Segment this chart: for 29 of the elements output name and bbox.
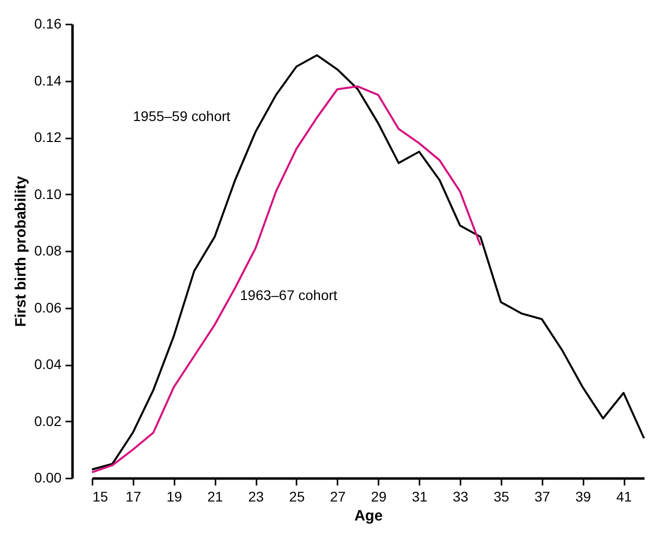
y-tick-label: 0.08 [34, 242, 62, 258]
x-tick-label: 17 [126, 488, 142, 504]
x-tick-label: 15 [92, 488, 108, 504]
series-label: 1955–59 cohort [133, 108, 230, 124]
x-tick-label: 21 [207, 488, 224, 504]
x-tick-label: 33 [452, 488, 468, 504]
x-tick-label: 23 [248, 488, 264, 504]
y-tick-label: 0.16 [34, 16, 62, 32]
y-tick-label: 0.06 [34, 299, 62, 316]
y-tick-label: 0.10 [34, 186, 62, 202]
x-tick-label: 29 [370, 488, 387, 504]
x-tick-label: 35 [494, 488, 510, 504]
y-tick-label: 0.12 [34, 129, 62, 145]
x-axis-title: Age [354, 508, 383, 524]
series-label: 1963–67 cohort [240, 287, 338, 303]
x-tick-label: 25 [289, 488, 305, 504]
x-tick-label: 41 [616, 488, 632, 504]
y-tick-label: 0.14 [34, 72, 62, 88]
y-tick-label: 0.02 [34, 412, 62, 429]
y-tick-label: 0.00 [34, 470, 62, 486]
x-tick-label: 37 [534, 488, 550, 504]
y-tick-label: 0.04 [34, 356, 62, 372]
x-tick-label: 19 [166, 488, 182, 504]
line-series [91, 85, 482, 474]
x-tick-label: 27 [330, 488, 346, 504]
x-tick-label: 39 [575, 488, 592, 504]
line-series [91, 54, 645, 470]
y-axis-title: First birth probability [12, 175, 30, 327]
x-tick-label: 31 [412, 488, 428, 504]
